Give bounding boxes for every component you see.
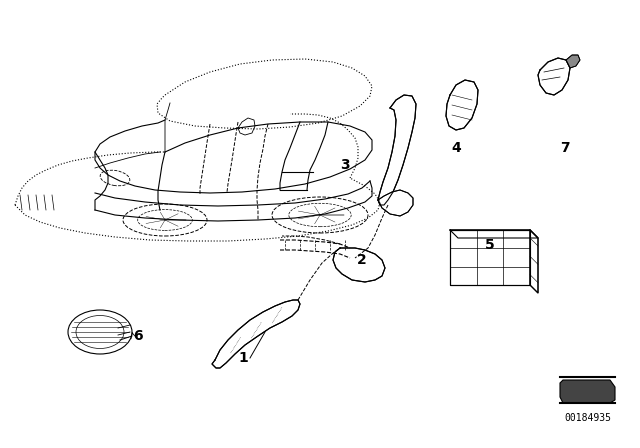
Polygon shape xyxy=(212,300,300,368)
Text: 3: 3 xyxy=(340,158,350,172)
Text: 6: 6 xyxy=(133,329,143,343)
Polygon shape xyxy=(450,230,538,238)
Text: 5: 5 xyxy=(485,238,495,252)
Ellipse shape xyxy=(68,310,132,354)
Polygon shape xyxy=(530,230,538,293)
Polygon shape xyxy=(333,248,385,282)
Text: 2: 2 xyxy=(357,253,367,267)
Polygon shape xyxy=(538,58,570,95)
Polygon shape xyxy=(446,80,478,130)
Polygon shape xyxy=(450,230,530,285)
Text: 4: 4 xyxy=(451,141,461,155)
Text: 00184935: 00184935 xyxy=(564,413,611,423)
Polygon shape xyxy=(560,380,615,403)
Polygon shape xyxy=(378,95,416,205)
Text: 7: 7 xyxy=(560,141,570,155)
Text: 1: 1 xyxy=(238,351,248,365)
Polygon shape xyxy=(566,55,580,68)
Polygon shape xyxy=(378,190,413,216)
